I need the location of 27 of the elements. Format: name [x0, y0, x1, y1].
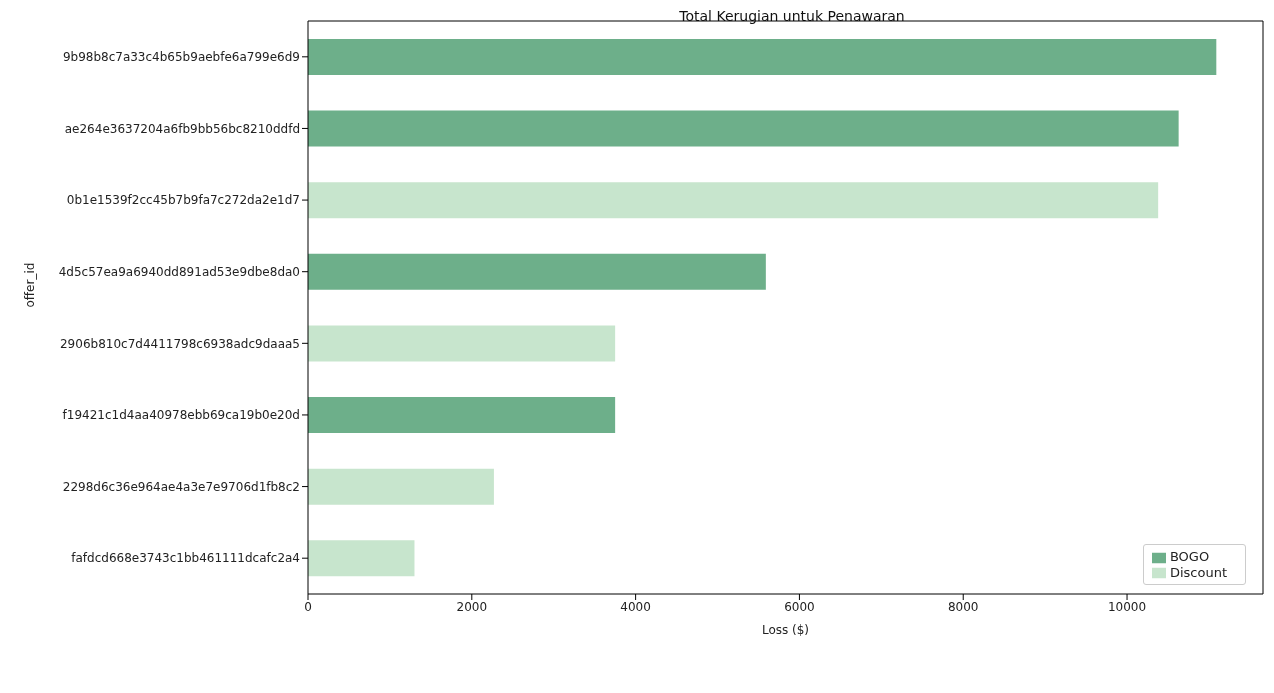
bar — [308, 182, 1159, 219]
y-tick-label: f19421c1d4aa40978ebb69ca19b0e20d — [62, 408, 300, 423]
bar — [308, 468, 494, 505]
bar — [308, 325, 616, 362]
x-tick-label: 0 — [304, 599, 312, 614]
bar — [308, 110, 1179, 147]
y-tick-label: 2298d6c36e964ae4a3e7e9706d1fb8c2 — [62, 479, 300, 494]
y-tick-label: fafdcd668e3743c1bb461111dcafc2a4 — [71, 551, 300, 566]
x-tick-label: 4000 — [620, 599, 651, 614]
bar — [308, 253, 766, 290]
y-tick-label: ae264e3637204a6fb9bb56bc8210ddfd — [64, 121, 300, 136]
bar — [308, 540, 415, 577]
y-tick-label: 9b98b8c7a33c4b65b9aebfe6a799e6d9 — [62, 50, 300, 65]
y-tick-label: 0b1e1539f2cc45b7b9fa7c272da2e1d7 — [66, 193, 300, 208]
y-tick-label: 4d5c57ea9a6940dd891ad53e9dbe8da0 — [58, 264, 300, 279]
x-tick-label: 2000 — [456, 599, 488, 614]
x-tick-label: 10000 — [1107, 599, 1147, 614]
x-tick-label: 8000 — [947, 599, 979, 614]
bar — [308, 38, 1217, 75]
x-tick-label: 6000 — [784, 599, 815, 614]
legend-label: Discount — [1169, 564, 1227, 580]
x-axis-title: Loss ($) — [761, 623, 810, 637]
y-axis-title: offer_id — [23, 262, 38, 308]
legend-label: BOGO — [1169, 549, 1210, 564]
y-tick-label: 2906b810c7d4411798c6938adc9daaa5 — [59, 336, 300, 351]
bar — [308, 397, 616, 434]
chart-title: Total Kerugian untuk Penawaran — [678, 8, 906, 24]
